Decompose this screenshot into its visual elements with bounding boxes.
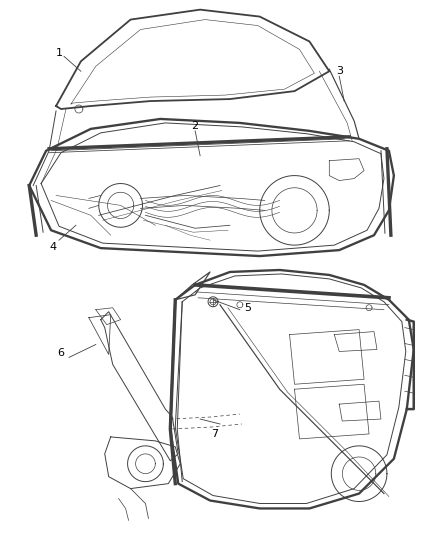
- Text: 1: 1: [56, 49, 63, 58]
- Text: 4: 4: [49, 242, 57, 252]
- Text: 3: 3: [336, 66, 343, 76]
- Text: 5: 5: [244, 303, 251, 313]
- Text: 6: 6: [57, 349, 64, 359]
- Text: 2: 2: [191, 121, 199, 131]
- Text: 7: 7: [212, 429, 219, 439]
